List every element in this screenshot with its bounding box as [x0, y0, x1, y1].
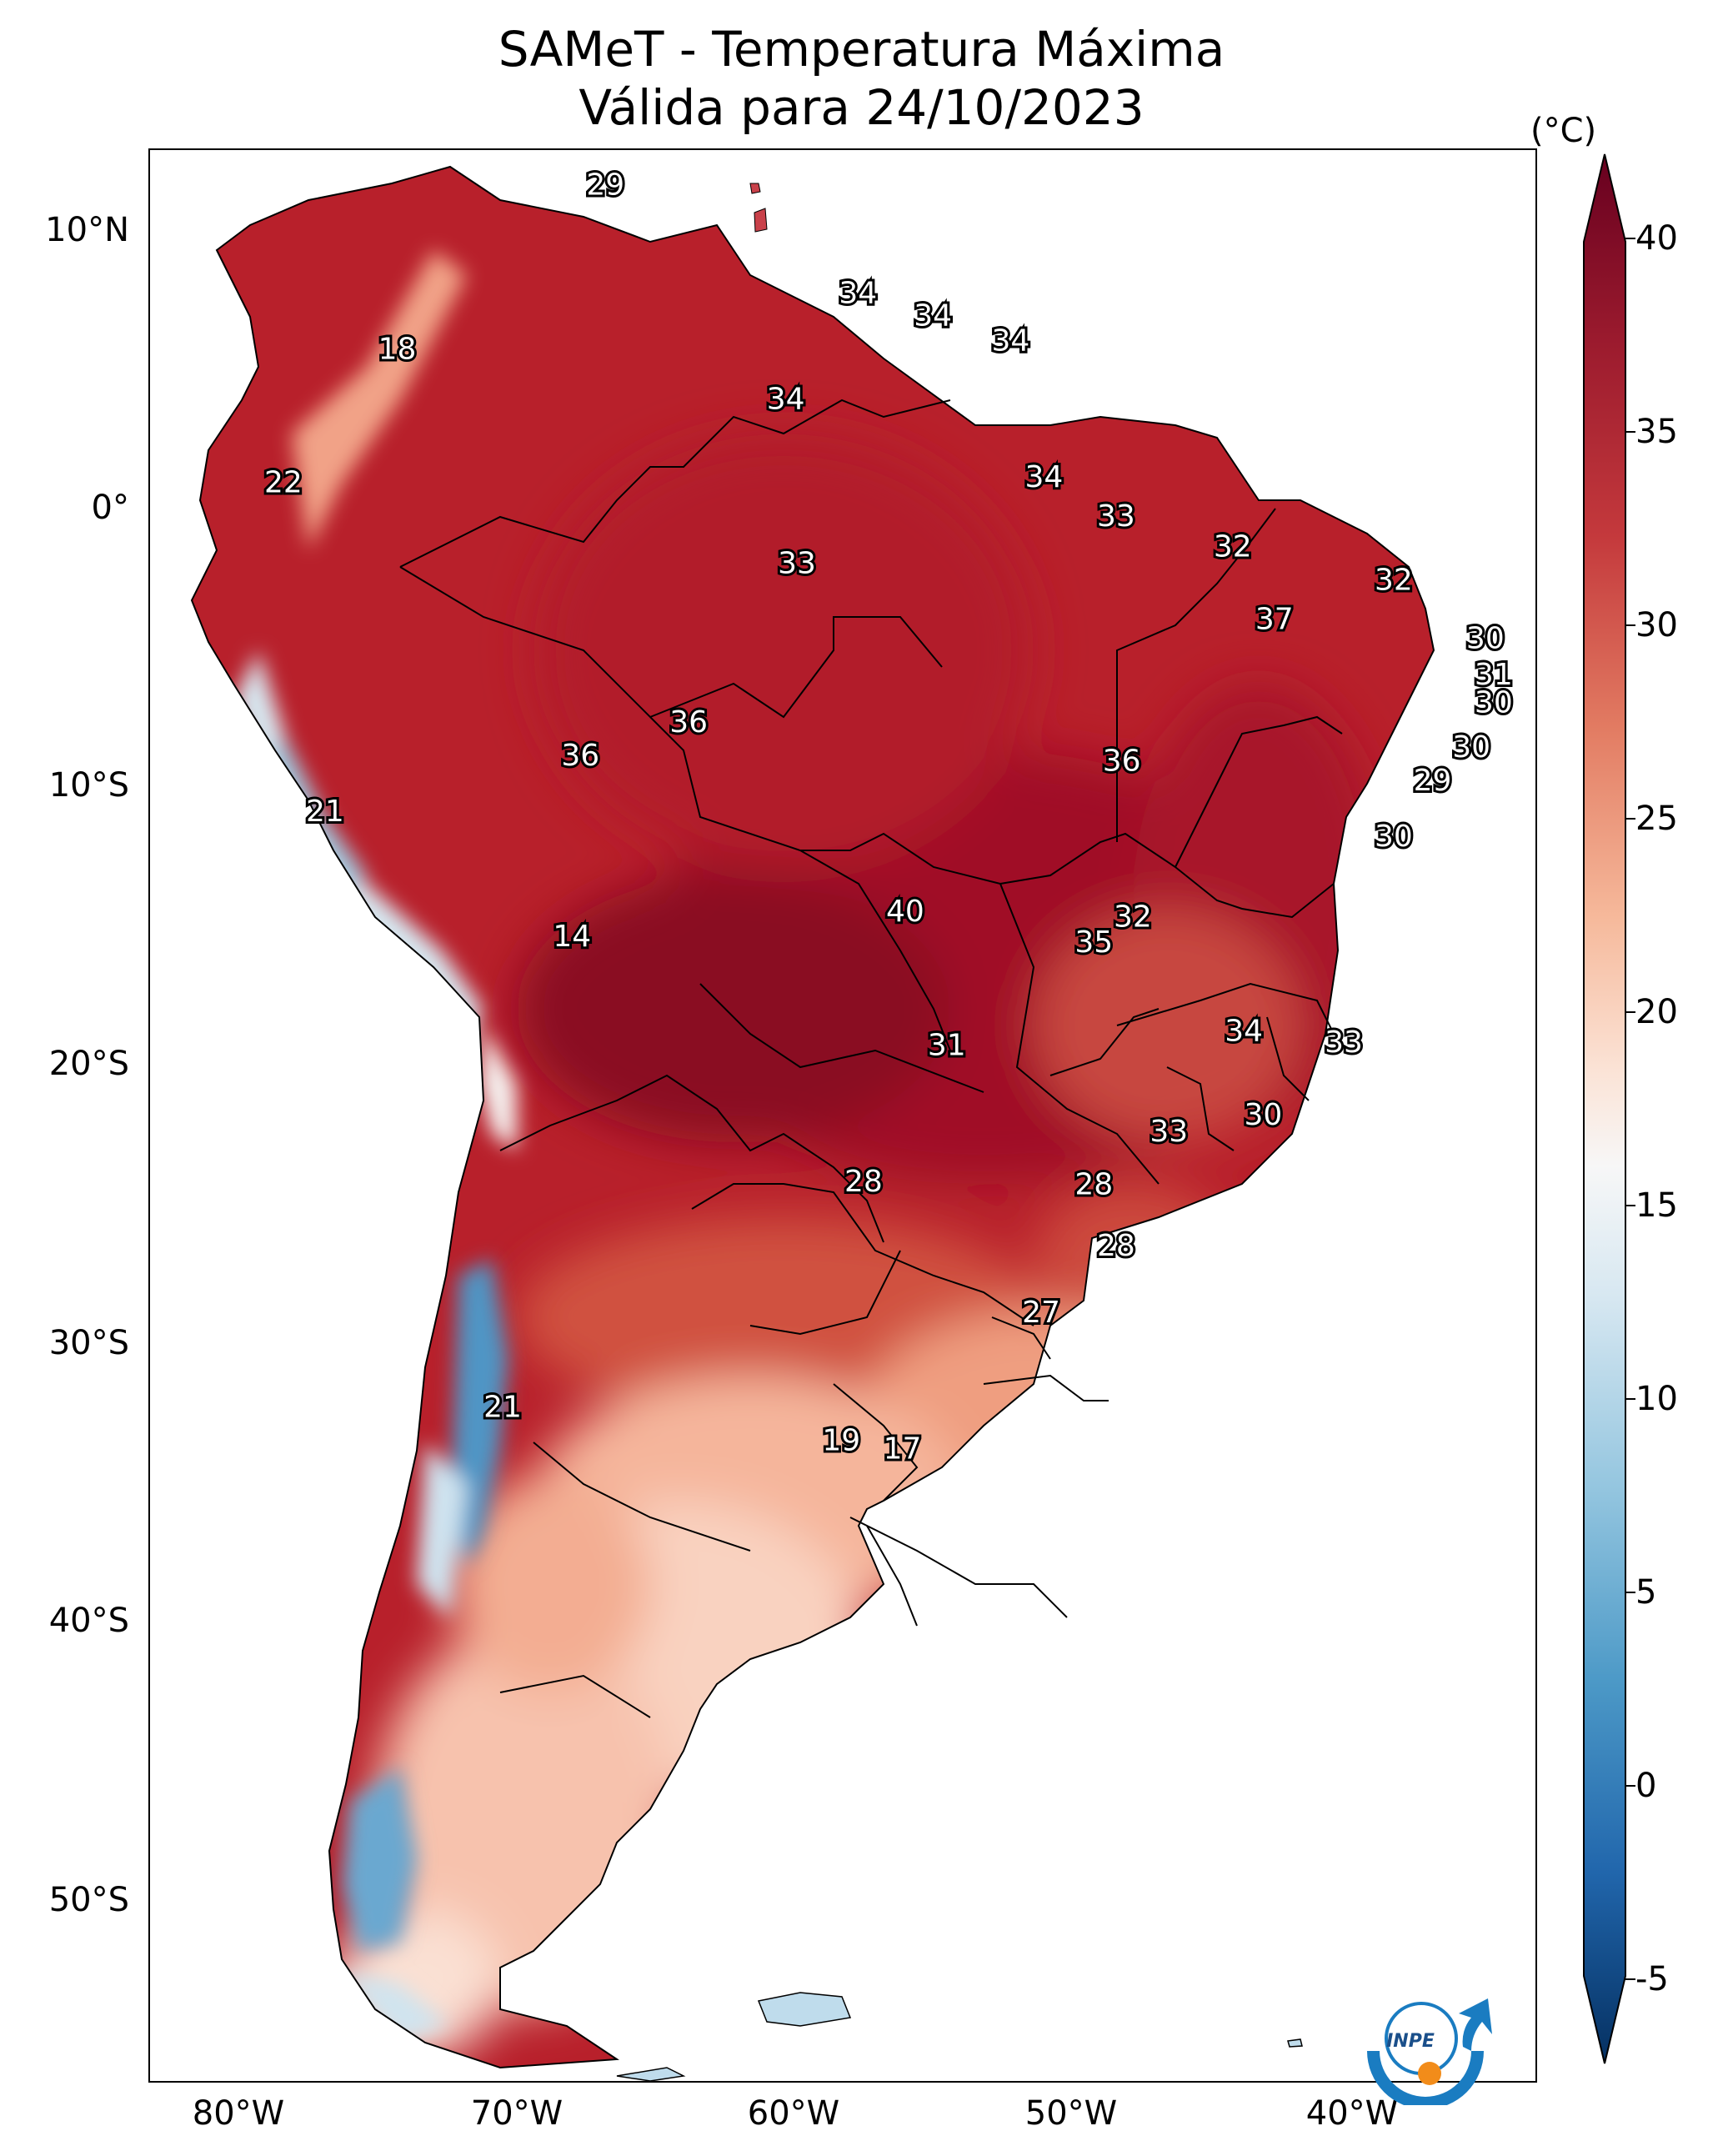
station-value: 34	[767, 382, 805, 416]
station-value: 31	[1475, 658, 1513, 692]
station-value: 34	[992, 323, 1030, 358]
colorbar-tick: -5	[1635, 1960, 1669, 1998]
station-value: 30	[1466, 622, 1505, 656]
station-value: 32	[1375, 564, 1413, 598]
station-value: 21	[306, 795, 344, 829]
station-value: 31	[928, 1028, 966, 1062]
lat-label: 0°	[91, 489, 129, 527]
station-value: 33	[1150, 1115, 1188, 1149]
station-value: 28	[844, 1165, 883, 1199]
station-value: 34	[839, 277, 877, 311]
station-value: 30	[1375, 820, 1413, 854]
station-value: 34	[1024, 460, 1063, 494]
station-value: 17	[884, 1432, 922, 1467]
station-value: 36	[561, 739, 599, 773]
station-value: 28	[1097, 1229, 1135, 1263]
lon-label: 80°W	[192, 2094, 285, 2133]
lat-label: 50°S	[48, 1881, 129, 1919]
station-value: 35	[1074, 925, 1113, 960]
colorbar-tick: 40	[1635, 219, 1678, 258]
station-value: 14	[553, 920, 591, 954]
station-value: 33	[778, 547, 816, 581]
station-value: 19	[822, 1424, 860, 1458]
station-value: 34	[914, 298, 952, 333]
station-value: 29	[586, 168, 624, 202]
station-value: 21	[483, 1391, 522, 1425]
colorbar-unit: (°C)	[1530, 112, 1597, 150]
lat-label: 40°S	[48, 1602, 129, 1640]
station-value: 33	[1097, 499, 1135, 534]
station-value: 27	[1022, 1296, 1060, 1330]
station-value: 30	[1452, 730, 1490, 765]
lat-label: 10°N	[45, 211, 129, 249]
station-value: 36	[1103, 745, 1141, 779]
colorbar-tick: 35	[1635, 413, 1678, 451]
station-value: 18	[378, 332, 417, 366]
colorbar	[1583, 153, 1635, 2064]
map-subtitle: Válida para 24/10/2023	[579, 79, 1144, 136]
colorbar-tick: 25	[1635, 800, 1678, 838]
colorbar-tick: 15	[1635, 1186, 1678, 1225]
station-value: 22	[264, 466, 303, 500]
station-value: 30	[1475, 686, 1513, 720]
lat-label: 10°S	[48, 766, 129, 805]
station-value: 34	[1225, 1015, 1263, 1049]
lat-label: 30°S	[48, 1324, 129, 1362]
logo-text: INPE	[1386, 2031, 1435, 2052]
lon-label: 50°W	[1024, 2094, 1118, 2133]
station-value: 29	[1414, 764, 1452, 798]
lat-label: 20°S	[48, 1045, 129, 1083]
colorbar-tick: 10	[1635, 1380, 1678, 1418]
lon-label: 60°W	[747, 2094, 840, 2133]
colorbar-tick: 5	[1635, 1573, 1657, 1612]
lon-label: 70°W	[470, 2094, 563, 2133]
colorbar-tick: 0	[1635, 1767, 1657, 1805]
station-value: 36	[669, 705, 708, 740]
inpe-logo: INPE	[1367, 1998, 1492, 2105]
map-title: SAMeT - Temperatura Máxima	[498, 21, 1225, 78]
colorbar-tick: 30	[1635, 606, 1678, 644]
station-value: 32	[1114, 900, 1152, 935]
colorbar-tick: 20	[1635, 993, 1678, 1031]
station-value: 30	[1245, 1098, 1283, 1132]
station-value: 33	[1325, 1025, 1363, 1060]
station-value: 40	[886, 895, 924, 929]
station-value: 28	[1074, 1167, 1113, 1201]
station-value: 32	[1214, 530, 1252, 564]
station-value: 37	[1255, 602, 1294, 636]
lon-label: 40°W	[1305, 2094, 1399, 2133]
map-frame: 29 18 34 34 34 34 22 34 33 33 32 32 37 30 31 30 36 36 36 30…	[148, 148, 1537, 2083]
